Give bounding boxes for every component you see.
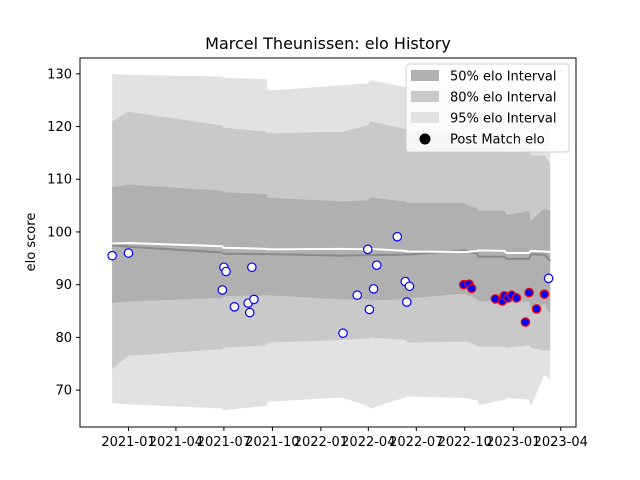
post-match-point-15 [368, 284, 379, 294]
post-match-point-33 [539, 289, 550, 299]
post-match-point-6 [229, 302, 240, 312]
chart-title: Marcel Theunissen: elo History [205, 34, 451, 53]
post-match-point-34 [543, 273, 554, 284]
post-match-point-3 [217, 285, 228, 295]
x-tick-label-2: 2021-04 [149, 435, 203, 450]
legend-label-2: 80% elo Interval [450, 91, 557, 106]
post-match-point-20 [404, 281, 415, 292]
x-tick-label-8: 2022-10 [438, 435, 492, 450]
post-match-point-11 [338, 328, 348, 338]
post-match-point-29 [511, 293, 522, 303]
y-tick-label-6: 120 [47, 120, 72, 135]
legend-label-4: Post Match elo [450, 133, 545, 148]
x-tick-label-5: 2022-01 [294, 435, 348, 450]
y-tick-label-4: 100 [47, 225, 72, 240]
post-match-point-19 [401, 297, 412, 307]
y-axis-label: elo score [24, 213, 39, 272]
x-tick-label-4: 2021-10 [245, 435, 299, 450]
post-match-point-12 [352, 290, 363, 301]
plot-frame [79, 57, 577, 428]
legend-marker-4 [419, 133, 431, 145]
legend: 50% elo Interval 80% elo Interval 95% elo … [405, 63, 570, 153]
y-tick-label-3: 90 [55, 278, 72, 293]
post-match-point-10 [249, 294, 259, 305]
post-match-points [107, 231, 554, 338]
legend-label-3: 95% elo Interval [450, 112, 557, 127]
y-axis: 70 80 90 100 110 120 130 [47, 67, 80, 399]
legend-label-1: 50% elo Interval [450, 70, 557, 85]
post-match-point-8 [244, 307, 255, 318]
y-tick-label-5: 110 [47, 173, 72, 188]
y-tick-label-1: 70 [55, 384, 72, 399]
x-axis: 2021-012021-042021-072021-102022-012022-… [101, 427, 588, 450]
x-tick-label-7: 2022-07 [389, 435, 443, 450]
post-match-point-30 [520, 317, 531, 327]
y-tick-label-7: 130 [47, 67, 72, 82]
legend-box [405, 63, 570, 153]
legend-swatch-1 [411, 70, 439, 81]
post-match-point-1 [107, 250, 117, 261]
post-match-point-2 [123, 248, 134, 258]
median-elo-line [112, 242, 551, 255]
legend-swatch-3 [411, 112, 439, 123]
post-match-point-5 [221, 266, 231, 277]
post-match-point-13 [362, 244, 373, 255]
legend-swatch-2 [411, 91, 439, 102]
y-tick-label-2: 80 [55, 331, 72, 346]
post-match-point-9 [247, 262, 257, 273]
post-match-point-16 [371, 260, 382, 270]
post-match-point-32 [531, 304, 542, 314]
x-tick-label-6: 2022-04 [341, 435, 395, 450]
x-tick-label-3: 2021-07 [197, 435, 251, 450]
mean-elo-line [112, 244, 551, 262]
post-match-point-31 [524, 287, 534, 298]
post-match-point-23 [466, 283, 477, 294]
post-match-point-14 [364, 304, 375, 315]
x-tick-label-1: 2021-01 [101, 435, 155, 450]
x-tick-label-9: 2023-01 [486, 435, 540, 450]
elo-lines [112, 242, 551, 262]
x-tick-label-10: 2023-04 [534, 435, 588, 450]
interval-bands [112, 73, 551, 411]
post-match-point-17 [392, 231, 403, 242]
